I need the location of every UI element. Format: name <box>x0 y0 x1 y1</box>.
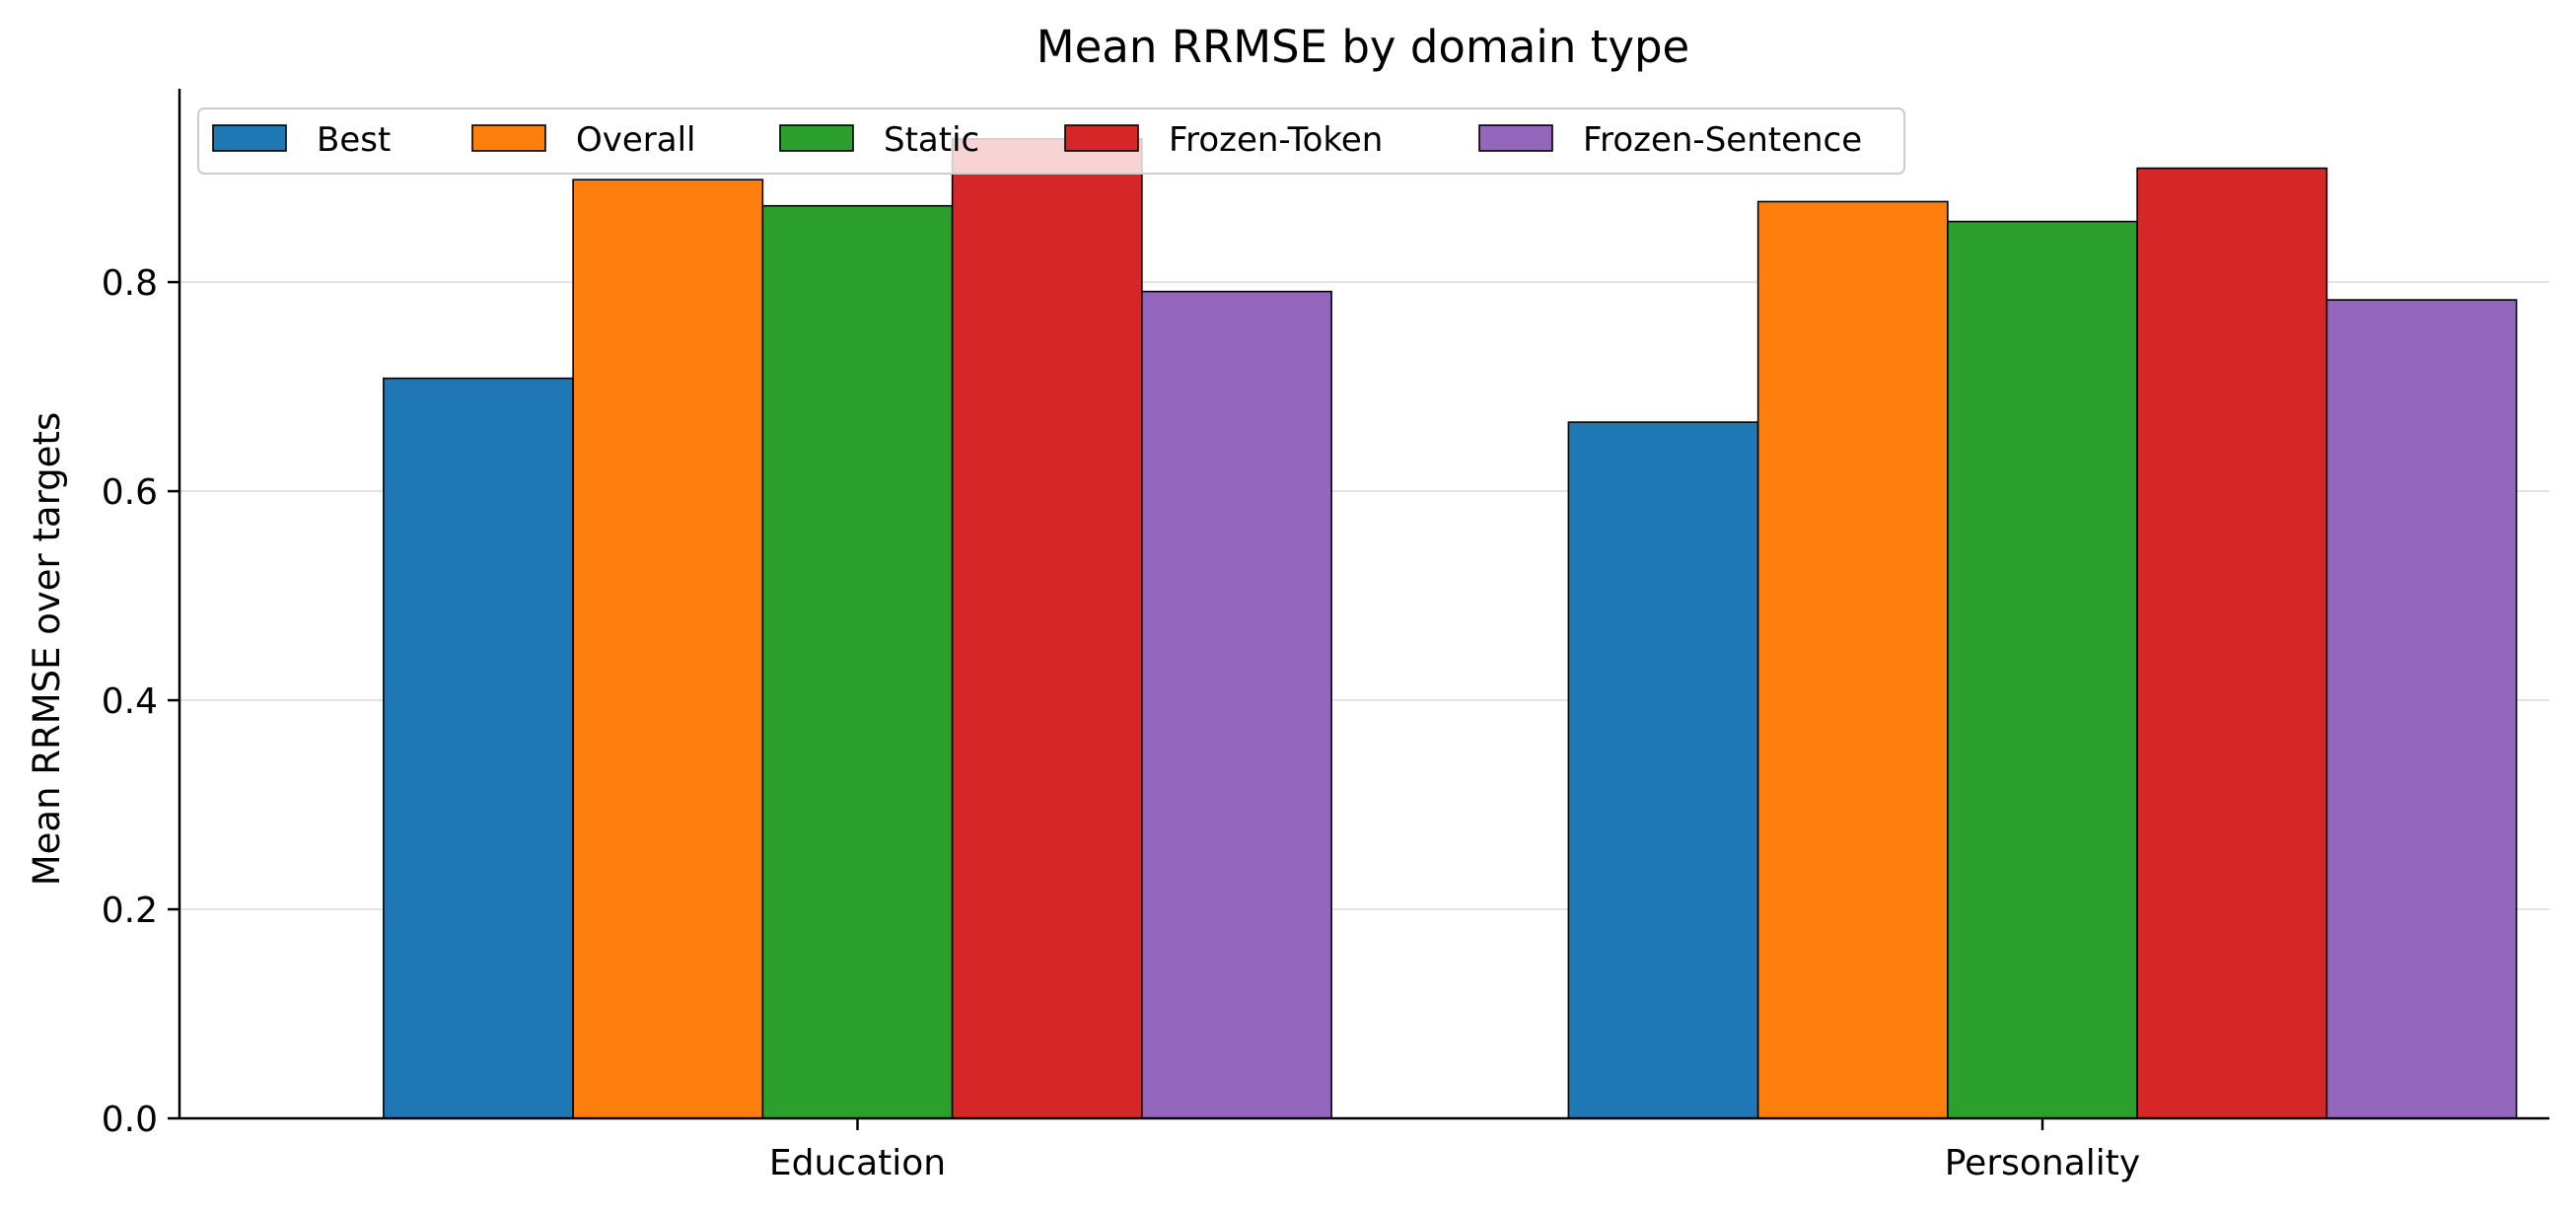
x-tick-label: Personality <box>1945 1143 2140 1183</box>
y-tick-label: 0.8 <box>102 263 158 304</box>
legend-label: Best <box>317 120 391 160</box>
bar-frozen-token-education <box>951 138 1143 1119</box>
bar-frozen-token-personality <box>2136 167 2328 1119</box>
y-tick-label: 0.4 <box>102 681 158 722</box>
bar-best-personality <box>1567 421 1759 1119</box>
axes <box>178 89 2549 1120</box>
legend-swatch-frozen-token <box>1064 124 1139 152</box>
bar-frozen-sentence-personality <box>2326 299 2518 1119</box>
y-axis-label: Mean RRMSE over targets <box>26 412 68 887</box>
legend-label: Static <box>884 120 979 160</box>
y-tick-label: 0.0 <box>102 1100 158 1140</box>
x-tick-label: Education <box>769 1143 946 1183</box>
legend-swatch-overall <box>471 124 546 152</box>
bar-overall-education <box>572 179 764 1119</box>
bars <box>383 138 2518 1119</box>
legend-swatch-static <box>779 124 854 152</box>
legend-label: Overall <box>576 120 696 160</box>
legend-label: Frozen-Token <box>1169 120 1383 160</box>
x-ticks: Education Personality <box>769 1118 2140 1183</box>
legend: Best Overall Static Frozen-Token Frozen-Sent… <box>197 107 1905 175</box>
bar-best-education <box>383 377 574 1119</box>
bar-static-personality <box>1947 220 2138 1119</box>
legend-label: Frozen-Sentence <box>1583 120 1862 160</box>
bar-frozen-sentence-education <box>1141 290 1332 1119</box>
legend-swatch-frozen-sentence <box>1478 124 1553 152</box>
chart-title: Mean RRMSE by domain type <box>1037 21 1689 73</box>
legend-frame <box>197 107 1905 175</box>
bar-static-education <box>761 204 954 1119</box>
y-tick-label: 0.6 <box>102 472 158 513</box>
y-tick-label: 0.2 <box>102 891 158 931</box>
legend-swatch-best <box>212 124 287 152</box>
bar-overall-personality <box>1756 200 1949 1119</box>
y-ticks: 0.0 0.2 0.4 0.6 0.8 <box>102 263 179 1140</box>
